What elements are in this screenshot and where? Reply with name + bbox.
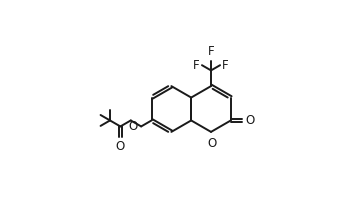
Text: O: O [116, 140, 125, 153]
Text: F: F [208, 45, 214, 58]
Text: F: F [193, 59, 200, 72]
Text: O: O [208, 137, 217, 150]
Text: O: O [246, 114, 255, 127]
Text: F: F [222, 59, 229, 72]
Text: O: O [129, 119, 138, 133]
